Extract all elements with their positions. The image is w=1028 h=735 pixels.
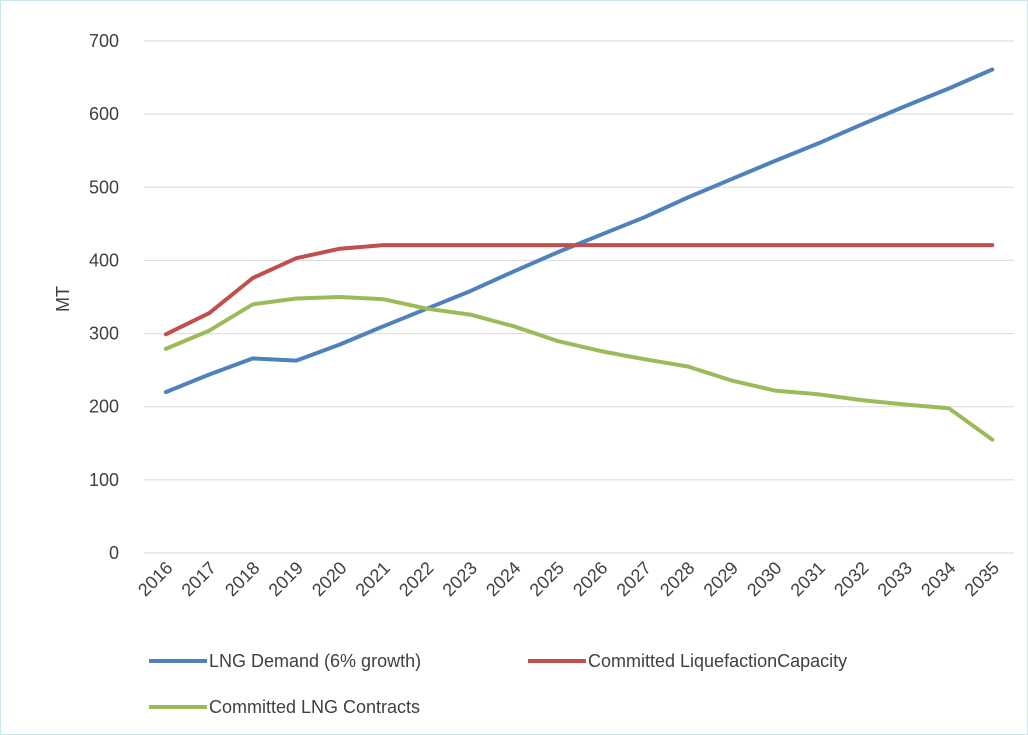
x-tick-label: 2022 [395, 558, 437, 600]
gridlines [144, 40, 1014, 481]
x-tick-label: 2024 [482, 558, 524, 600]
x-axis-tick-labels: 2016 2017 2018 2019 2020 2021 2022 2023 2024 2025… [134, 558, 1003, 600]
x-tick-label: 2032 [830, 558, 872, 600]
legend: LNG Demand (6% growth) Committed Liquefac… [149, 651, 847, 717]
y-tick-label: 500 [89, 177, 119, 197]
x-tick-label: 2021 [352, 558, 394, 600]
series-line [163, 295, 995, 442]
x-tick-label: 2026 [569, 558, 611, 600]
x-tick-label: 2029 [700, 558, 742, 600]
y-axis-tick-labels: 0 100 200 300 400 500 600 700 [89, 31, 119, 563]
x-tick-label: 2030 [743, 558, 785, 600]
y-tick-label: 600 [89, 104, 119, 124]
series-lines [163, 67, 995, 442]
legend-label: Committed LNG Contracts [209, 697, 420, 717]
y-tick-label: 200 [89, 397, 119, 417]
x-tick-label: 2019 [265, 558, 307, 600]
y-tick-label: 300 [89, 324, 119, 344]
x-tick-label: 2016 [134, 558, 176, 600]
x-tick-label: 2025 [526, 558, 568, 600]
y-tick-label: 400 [89, 250, 119, 270]
x-tick-label: 2031 [787, 558, 829, 600]
x-tick-label: 2033 [874, 558, 916, 600]
y-tick-label: 100 [89, 470, 119, 490]
x-tick-label: 2028 [656, 558, 698, 600]
y-tick-label: 0 [109, 543, 119, 563]
x-tick-label: 2020 [308, 558, 350, 600]
legend-label: LNG Demand (6% growth) [209, 651, 421, 671]
series-line [163, 243, 995, 337]
y-axis-title: MT [53, 286, 73, 312]
y-tick-label: 700 [89, 31, 119, 51]
x-tick-label: 2018 [221, 558, 263, 600]
series-line [163, 67, 995, 395]
x-tick-label: 2027 [613, 558, 655, 600]
x-tick-label: 2023 [439, 558, 481, 600]
legend-label: Committed LiquefactionCapacity [588, 651, 847, 671]
x-tick-label: 2034 [917, 558, 959, 600]
x-tick-label: 2035 [961, 558, 1003, 600]
x-tick-label: 2017 [178, 558, 220, 600]
